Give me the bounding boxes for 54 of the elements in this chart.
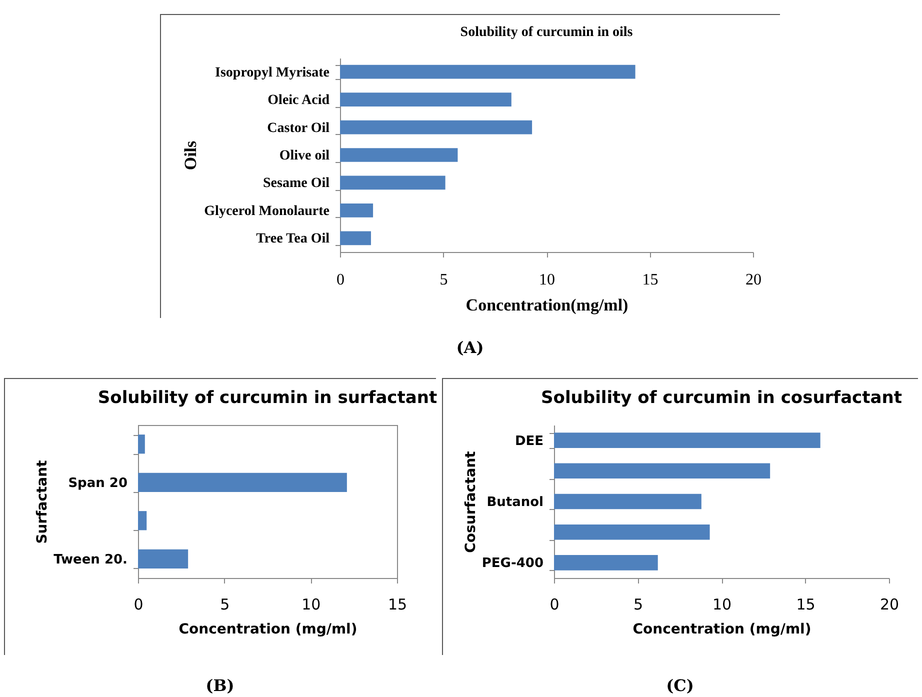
y-tick-label: PEG-400 xyxy=(482,556,544,572)
x-tick-label: 20 xyxy=(746,272,762,288)
bar xyxy=(554,494,702,510)
y-axis-title: Oils xyxy=(181,140,200,170)
y-tick-label: Castor Oil xyxy=(267,120,330,136)
y-tick-label: Oleic Acid xyxy=(268,93,330,108)
chart-title: Solubility of curcumin in cosurfactant xyxy=(541,388,902,408)
text: (B) xyxy=(204,676,236,695)
x-tick-label: 10 xyxy=(302,596,321,614)
y-tick-label: Glycerol Monolaurte xyxy=(204,204,330,219)
text: (C) xyxy=(665,676,695,695)
chart-title: Solubility of curcumin in oils xyxy=(460,25,634,40)
x-tick-label: 0 xyxy=(336,272,344,288)
x-tick-label: 15 xyxy=(796,596,816,614)
y-tick-label: Isopropyl Myrisate xyxy=(215,65,330,80)
x-axis-title: Concentration(mg/ml) xyxy=(466,296,628,314)
bar xyxy=(340,231,371,246)
bar xyxy=(138,472,347,492)
y-tick-label: DEE xyxy=(514,434,544,449)
y-tick-label: Tree Tea Oil xyxy=(256,232,330,247)
bar xyxy=(554,555,658,570)
text: (A) xyxy=(455,338,485,357)
x-tick-label: 10 xyxy=(539,272,555,288)
y-tick-label: Butanol xyxy=(486,495,544,510)
x-tick-label: 5 xyxy=(220,596,230,614)
y-tick-label: Tween 20. xyxy=(54,552,128,568)
x-axis-title: Concentration (mg/ml) xyxy=(178,622,358,638)
y-axis-title: Cosurfactant xyxy=(462,450,479,553)
chart-title: Solubility of curcumin in surfactant xyxy=(98,388,438,408)
bar xyxy=(554,432,820,448)
x-tick-label: 0 xyxy=(550,596,560,614)
x-axis-title: Concentration (mg/ml) xyxy=(632,622,812,638)
x-tick-label: 0 xyxy=(134,596,144,614)
bar xyxy=(138,549,188,568)
y-tick-label: Sesame Oil xyxy=(263,176,330,192)
bar xyxy=(340,92,512,106)
y-axis-title: Surfactant xyxy=(34,460,51,544)
x-tick-label: 15 xyxy=(388,596,408,614)
bar xyxy=(340,176,446,190)
x-tick-label: 15 xyxy=(642,272,658,288)
y-tick-label: Olive oil xyxy=(279,148,330,164)
x-tick-label: 10 xyxy=(712,596,732,614)
x-tick-label: 5 xyxy=(440,272,448,288)
bar xyxy=(554,463,770,479)
y-tick-label: Span 20 xyxy=(68,476,128,491)
x-tick-label: 5 xyxy=(633,596,644,614)
bar xyxy=(340,204,374,218)
bar xyxy=(138,511,147,530)
bar xyxy=(340,148,458,162)
bar xyxy=(554,524,710,540)
x-tick-label: 20 xyxy=(880,596,900,614)
bar xyxy=(340,120,532,134)
bar xyxy=(340,64,636,79)
bar xyxy=(138,434,145,454)
